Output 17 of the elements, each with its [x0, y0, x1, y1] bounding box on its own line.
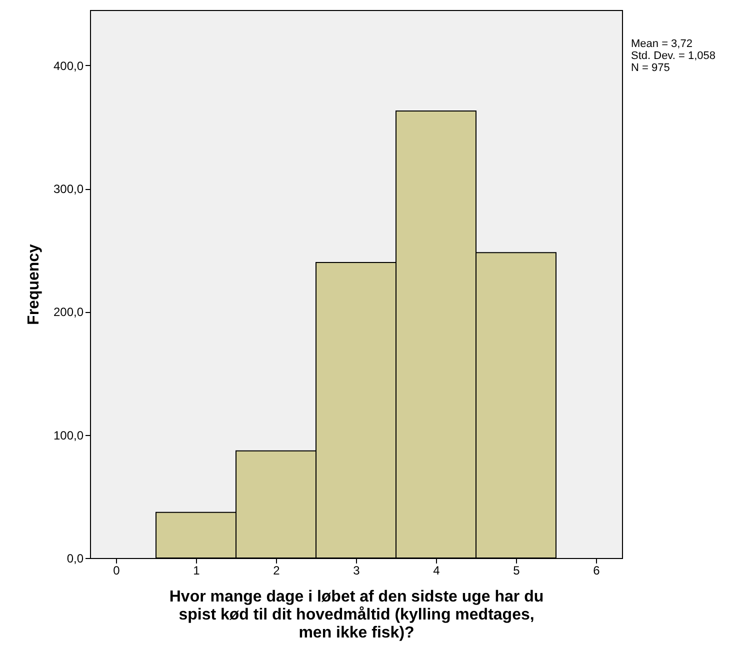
x-tick-label: 5 — [513, 564, 520, 578]
x-axis-title: Hvor mange dage i løbet af den sidste uge har du spist kød til dit hovedmåltid (kylling medtages, men ikke fisk)? — [169, 588, 544, 642]
y-tick-label: 100,0 — [53, 428, 84, 442]
text: N = 975 — [631, 62, 671, 74]
x-tick-label: 3 — [353, 564, 360, 578]
text: Std. Dev. = 1,058 — [631, 50, 716, 62]
x-tick-label: 0 — [113, 564, 120, 578]
x-tick-label: 6 — [593, 564, 600, 578]
text: Mean = 3,72 — [631, 38, 694, 50]
y-tick-label: 400,0 — [53, 58, 84, 73]
x-tick-label: 1 — [193, 564, 200, 578]
x-tick-label: 2 — [273, 564, 280, 578]
y-axis-title: Frequency — [25, 244, 42, 325]
x-tick-label: 4 — [433, 564, 440, 578]
y-tick-label: 0,0 — [66, 552, 84, 566]
y-tick-label: 200,0 — [53, 305, 84, 320]
y-tick-label: 300,0 — [53, 182, 84, 196]
